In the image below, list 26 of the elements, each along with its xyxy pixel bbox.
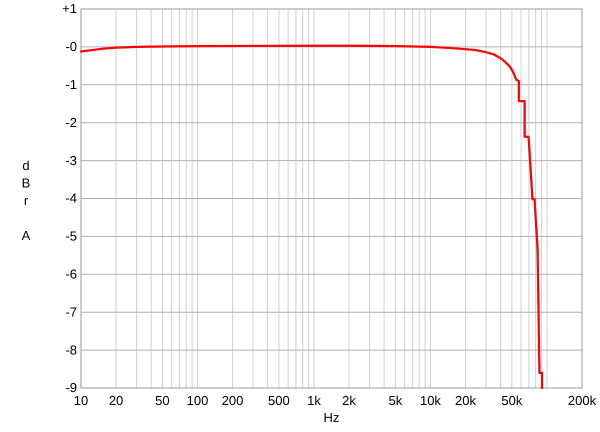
x-tick-label: 5k <box>388 393 403 408</box>
x-tick-label: 50 <box>155 393 170 408</box>
y-tick-label: -3 <box>65 152 77 168</box>
text: dBr A <box>22 158 30 244</box>
x-tick-label: 2k <box>342 393 356 408</box>
x-tick-label: 50k <box>501 393 523 408</box>
x-tick-label: 10 <box>74 393 88 408</box>
x-tick-label: 20 <box>108 393 124 408</box>
y-tick-label: -6 <box>65 266 77 282</box>
y-tick-label: -0 <box>65 39 77 54</box>
y-tick-label: -2 <box>65 114 77 130</box>
x-tick-label: 1k <box>307 393 322 408</box>
x-tick-label: 500 <box>268 393 290 408</box>
y-tick-label: -5 <box>65 228 77 244</box>
x-axis-title: Hz <box>324 410 340 425</box>
x-tick-label: 200k <box>568 393 597 408</box>
y-tick-label: -8 <box>65 342 77 358</box>
x-tick-label: 200 <box>222 393 244 408</box>
y-tick-label: +1 <box>62 1 77 16</box>
y-tick-label: -9 <box>65 380 77 396</box>
x-tick-label: 20k <box>455 393 476 408</box>
y-tick-label: -1 <box>65 76 77 92</box>
x-tick-label: 100 <box>186 393 208 408</box>
x-tick-label: 10k <box>420 393 442 408</box>
y-tick-label: -4 <box>65 190 77 206</box>
y-tick-label: -7 <box>65 304 77 320</box>
